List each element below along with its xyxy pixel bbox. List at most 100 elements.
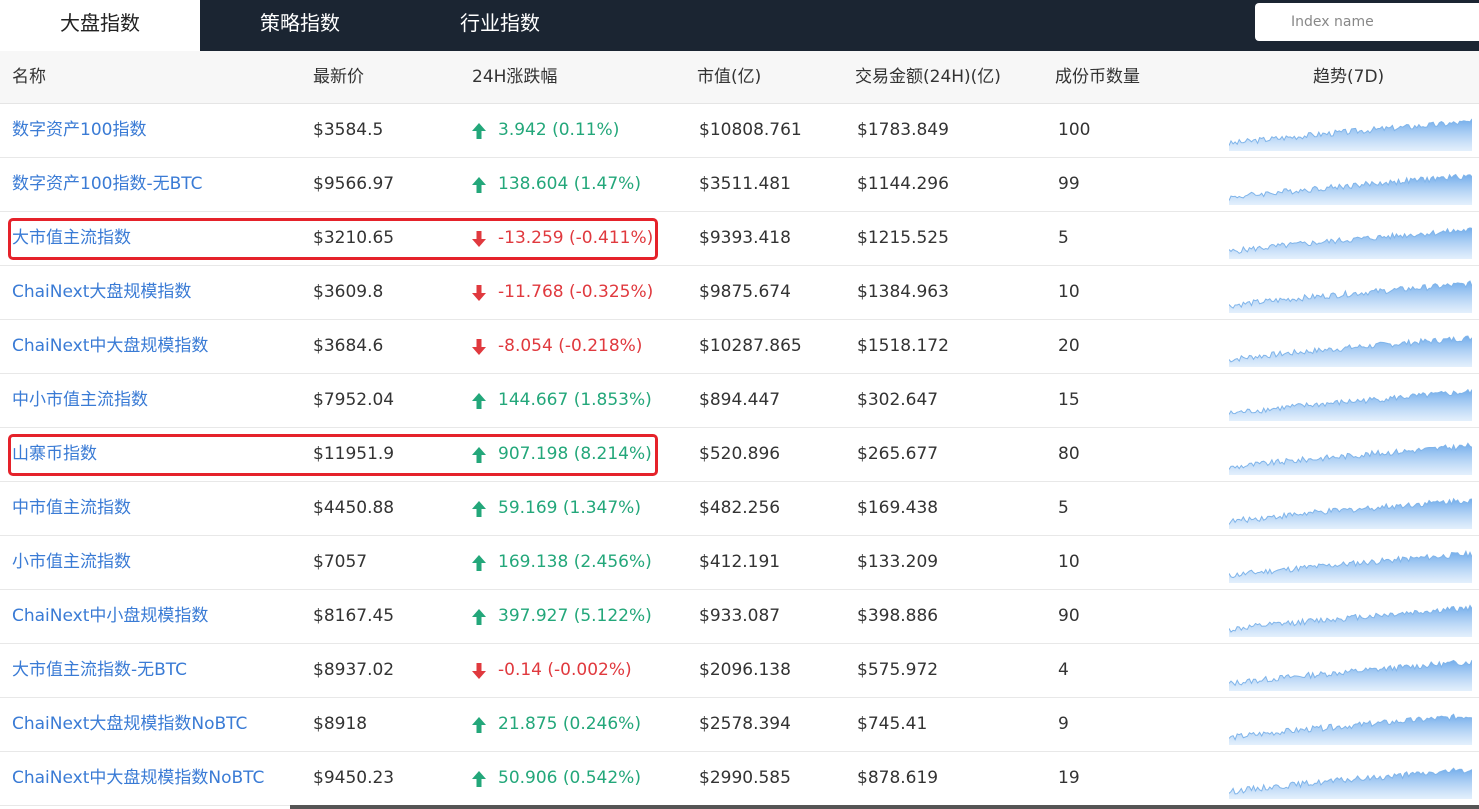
trend-sparkline xyxy=(1229,227,1472,259)
volume-cell: $265.677 xyxy=(857,444,939,464)
sparkline-line xyxy=(1229,388,1472,415)
tab-market-index[interactable]: 大盘指数 xyxy=(0,0,200,51)
index-name-link[interactable]: 中小市值主流指数 xyxy=(12,390,148,410)
market-cap-cell: $10287.865 xyxy=(699,336,802,356)
sparkline-area xyxy=(1229,551,1472,583)
change-cell: -13.259 (-0.411%) xyxy=(472,212,653,265)
column-header-price: 最新价 xyxy=(313,67,364,87)
tab-industry-index[interactable]: 行业指数 xyxy=(460,11,540,35)
table-row[interactable]: 小市值主流指数 $7057 169.138 (2.456%) $412.191 $133… xyxy=(0,536,1479,590)
change-cell: 144.667 (1.853%) xyxy=(472,374,652,427)
change-value: -11.768 (-0.325%) xyxy=(498,282,654,302)
sparkline-area xyxy=(1229,281,1472,313)
volume-cell: $1384.963 xyxy=(857,282,949,302)
change-value: 3.942 (0.11%) xyxy=(498,120,620,140)
arrow-down-icon xyxy=(472,338,486,355)
arrow-up-icon xyxy=(472,716,486,733)
sparkline-area xyxy=(1229,498,1472,529)
arrow-up-icon xyxy=(472,608,486,625)
constituents-cell: 4 xyxy=(1058,660,1069,680)
index-name-link[interactable]: ChaiNext中大盘规模指数NoBTC xyxy=(12,768,265,788)
sparkline-area xyxy=(1229,660,1472,691)
market-cap-cell: $2578.394 xyxy=(699,714,791,734)
table-row[interactable]: ChaiNext大盘规模指数NoBTC $8918 21.875 (0.246%) $… xyxy=(0,698,1479,752)
index-search-input[interactable] xyxy=(1255,3,1479,41)
index-name-link[interactable]: 数字资产100指数 xyxy=(12,120,147,140)
price-cell: $8937.02 xyxy=(313,660,395,680)
table-row[interactable]: 山寨币指数 $11951.9 907.198 (8.214%) $520.896 $26… xyxy=(0,428,1479,482)
volume-cell: $302.647 xyxy=(857,390,939,410)
sparkline-area xyxy=(1229,227,1472,259)
market-cap-cell: $933.087 xyxy=(699,606,781,626)
market-cap-cell: $482.256 xyxy=(699,498,781,518)
table-row[interactable]: 大市值主流指数 $3210.65 -13.259 (-0.411%) $9393.41… xyxy=(0,212,1479,266)
market-cap-cell: $412.191 xyxy=(699,552,781,572)
index-name-link[interactable]: ChaiNext中大盘规模指数 xyxy=(12,336,209,356)
sparkline-line xyxy=(1229,604,1472,633)
sparkline-area xyxy=(1229,336,1472,367)
sparkline-line xyxy=(1229,550,1472,579)
index-name-link[interactable]: 小市值主流指数 xyxy=(12,552,131,572)
sparkline-line xyxy=(1229,713,1472,741)
change-cell: 169.138 (2.456%) xyxy=(472,536,652,589)
change-cell: 907.198 (8.214%) xyxy=(472,428,652,481)
sparkline-line xyxy=(1229,442,1472,470)
column-header-volume: 交易金额(24H)(亿) xyxy=(855,67,1001,87)
tab-strategy-index[interactable]: 策略指数 xyxy=(260,11,340,35)
table-row[interactable]: 大市值主流指数-无BTC $8937.02 -0.14 (-0.002%) $2096… xyxy=(0,644,1479,698)
change-value: -8.054 (-0.218%) xyxy=(498,336,643,356)
index-name-link[interactable]: 大市值主流指数 xyxy=(12,228,131,248)
table-row[interactable]: ChaiNext中小盘规模指数 $8167.45 397.927 (5.122%) $… xyxy=(0,590,1479,644)
table-row[interactable]: ChaiNext中大盘规模指数NoBTC $9450.23 50.906 (0.54… xyxy=(0,752,1479,806)
constituents-cell: 100 xyxy=(1058,120,1091,140)
constituents-cell: 80 xyxy=(1058,444,1080,464)
horizontal-scrollbar[interactable] xyxy=(290,805,1479,809)
index-name-link[interactable]: 山寨币指数 xyxy=(12,444,97,464)
price-cell: $9450.23 xyxy=(313,768,395,788)
change-value: -13.259 (-0.411%) xyxy=(498,228,654,248)
index-name-link[interactable]: ChaiNext大盘规模指数NoBTC xyxy=(12,714,248,734)
change-cell: 138.604 (1.47%) xyxy=(472,158,641,211)
change-value: 50.906 (0.542%) xyxy=(498,768,641,788)
sparkline-area xyxy=(1229,389,1472,421)
change-value: 907.198 (8.214%) xyxy=(498,444,652,464)
sparkline-area xyxy=(1229,174,1472,205)
price-cell: $3584.5 xyxy=(313,120,384,140)
arrow-down-icon xyxy=(472,284,486,301)
change-value: -0.14 (-0.002%) xyxy=(498,660,632,680)
table-row[interactable]: 数字资产100指数-无BTC $9566.97 138.604 (1.47%) $35… xyxy=(0,158,1479,212)
change-cell: -0.14 (-0.002%) xyxy=(472,644,632,697)
change-cell: 3.942 (0.11%) xyxy=(472,104,619,157)
trend-sparkline xyxy=(1229,659,1472,691)
trend-sparkline xyxy=(1229,118,1472,151)
price-cell: $8167.45 xyxy=(313,606,395,626)
market-cap-cell: $894.447 xyxy=(699,390,781,410)
index-name-link[interactable]: 大市值主流指数-无BTC xyxy=(12,660,188,680)
index-name-link[interactable]: 数字资产100指数-无BTC xyxy=(12,174,203,194)
volume-cell: $169.438 xyxy=(857,498,939,518)
sparkline-line xyxy=(1229,280,1472,309)
change-value: 59.169 (1.347%) xyxy=(498,498,641,518)
trend-sparkline xyxy=(1229,173,1472,205)
market-cap-cell: $3511.481 xyxy=(699,174,791,194)
trend-sparkline xyxy=(1229,767,1472,799)
table-row[interactable]: 数字资产100指数 $3584.5 3.942 (0.11%) $10808.761 $… xyxy=(0,104,1479,158)
sparkline-area xyxy=(1229,714,1472,745)
table-row[interactable]: 中市值主流指数 $4450.88 59.169 (1.347%) $482.256 $1… xyxy=(0,482,1479,536)
volume-cell: $1783.849 xyxy=(857,120,949,140)
price-cell: $7952.04 xyxy=(313,390,395,410)
table-row[interactable]: ChaiNext中大盘规模指数 $3684.6 -8.054 (-0.218%) $1… xyxy=(0,320,1479,374)
market-cap-cell: $520.896 xyxy=(699,444,781,464)
constituents-cell: 99 xyxy=(1058,174,1080,194)
sparkline-line xyxy=(1229,118,1472,146)
index-name-link[interactable]: ChaiNext大盘规模指数 xyxy=(12,282,192,302)
table-row[interactable]: ChaiNext大盘规模指数 $3609.8 -11.768 (-0.325%) $9… xyxy=(0,266,1479,320)
arrow-up-icon xyxy=(472,392,486,409)
price-cell: $4450.88 xyxy=(313,498,395,518)
price-cell: $9566.97 xyxy=(313,174,395,194)
top-nav-bar: 大盘指数 策略指数 行业指数 xyxy=(0,0,1479,51)
index-name-link[interactable]: ChaiNext中小盘规模指数 xyxy=(12,606,209,626)
index-name-link[interactable]: 中市值主流指数 xyxy=(12,498,131,518)
table-row[interactable]: 中小市值主流指数 $7952.04 144.667 (1.853%) $894.447… xyxy=(0,374,1479,428)
arrow-up-icon xyxy=(472,770,486,787)
